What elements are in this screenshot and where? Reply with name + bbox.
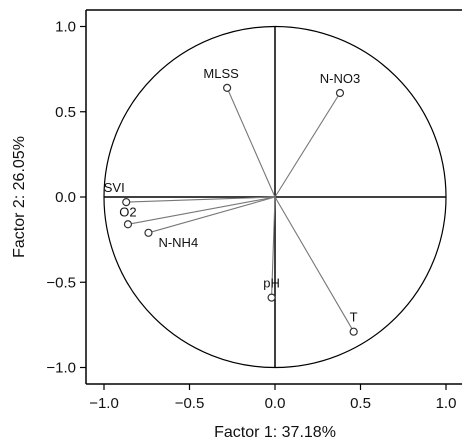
x-tick-label: 0.5: [350, 395, 371, 412]
y-tick-label: 1.0: [55, 19, 76, 36]
point-label: SVI: [104, 180, 125, 195]
x-tick-label: −0.5: [175, 395, 205, 412]
y-axis-label: Factor 2: 26.05%: [11, 136, 28, 258]
point-label: N-NH4: [158, 235, 198, 250]
loading-point: [123, 220, 133, 229]
loading-vector: [126, 196, 276, 203]
x-tick-label: −1.0: [89, 395, 119, 412]
loading-point: [267, 293, 276, 302]
loading-vector: [274, 196, 355, 332]
point-label: O2: [119, 204, 136, 219]
point-label: N-NO3: [320, 71, 360, 86]
plot-layer: −1.0 −0.5 0.0 0.5 1.0 −1.0 −0.5 0.0 0.5 1.0 MLSS N-…: [46, 9, 462, 412]
y-tick-label: 0.5: [55, 104, 76, 121]
loading-point: [335, 88, 345, 98]
loading-vector: [271, 196, 276, 298]
y-tick-label: 0.0: [55, 189, 76, 206]
point-label: T: [350, 310, 358, 325]
loading-vector: [127, 196, 276, 225]
loading-point: [349, 327, 358, 336]
y-tick-label: −1.0: [46, 360, 76, 377]
loading-vector: [226, 87, 276, 198]
point-label: pH: [263, 276, 280, 291]
x-tick-label: 1.0: [436, 395, 457, 412]
loading-vector: [148, 196, 276, 234]
loading-point: [144, 228, 153, 237]
point-label: MLSS: [203, 66, 239, 81]
x-tick-label: 0.0: [265, 395, 286, 412]
loading-vector: [274, 92, 341, 198]
loading-point: [223, 83, 232, 92]
loading-point: [122, 198, 131, 207]
x-axis-label: Factor 1: 37.18%: [214, 424, 336, 441]
y-tick-label: −0.5: [46, 274, 76, 291]
